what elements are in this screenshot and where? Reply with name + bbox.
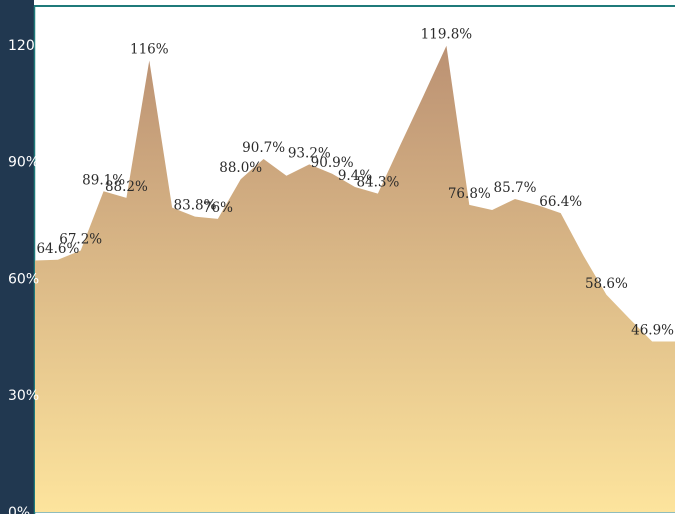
y-tick-label: 0%: [8, 505, 30, 514]
data-label: 58.6%: [585, 276, 628, 292]
data-label: 88.2%: [105, 179, 148, 195]
data-label: 9.4%: [338, 168, 372, 184]
data-label: 88.0%: [219, 160, 262, 176]
data-label: 89.1%: [82, 172, 125, 188]
y-tick-label: 120: [8, 38, 35, 54]
y-tick-label: 90%: [8, 155, 39, 171]
y-tick-label: 60%: [8, 271, 39, 287]
data-label: 67.2%: [59, 231, 102, 247]
data-label: 93.2%: [288, 145, 331, 161]
area-series: [35, 45, 675, 512]
data-label: 90.9%: [311, 155, 354, 171]
data-label: 119.8%: [421, 27, 473, 43]
data-label: 76%: [203, 200, 233, 216]
data-label: 116%: [130, 42, 169, 58]
y-tick-label: 30%: [8, 388, 39, 404]
data-label: 90.7%: [242, 140, 285, 156]
data-label: 76.8%: [448, 186, 491, 202]
data-label: 66.4%: [539, 194, 582, 210]
y-axis-band: [0, 0, 34, 514]
data-labels: 64.6%67.2% 89.1%88.2% 116% 83.8%76% 88.0% 90.…: [36, 27, 674, 339]
data-label: 83.8%: [174, 198, 217, 214]
data-label: 46.9%: [631, 323, 674, 339]
data-label: 84.3%: [356, 175, 399, 191]
data-label: 85.7%: [494, 180, 537, 196]
y-axis-ticks: 0% 30% 60% 90% 120: [8, 38, 39, 514]
data-label: 64.6%: [36, 241, 79, 257]
